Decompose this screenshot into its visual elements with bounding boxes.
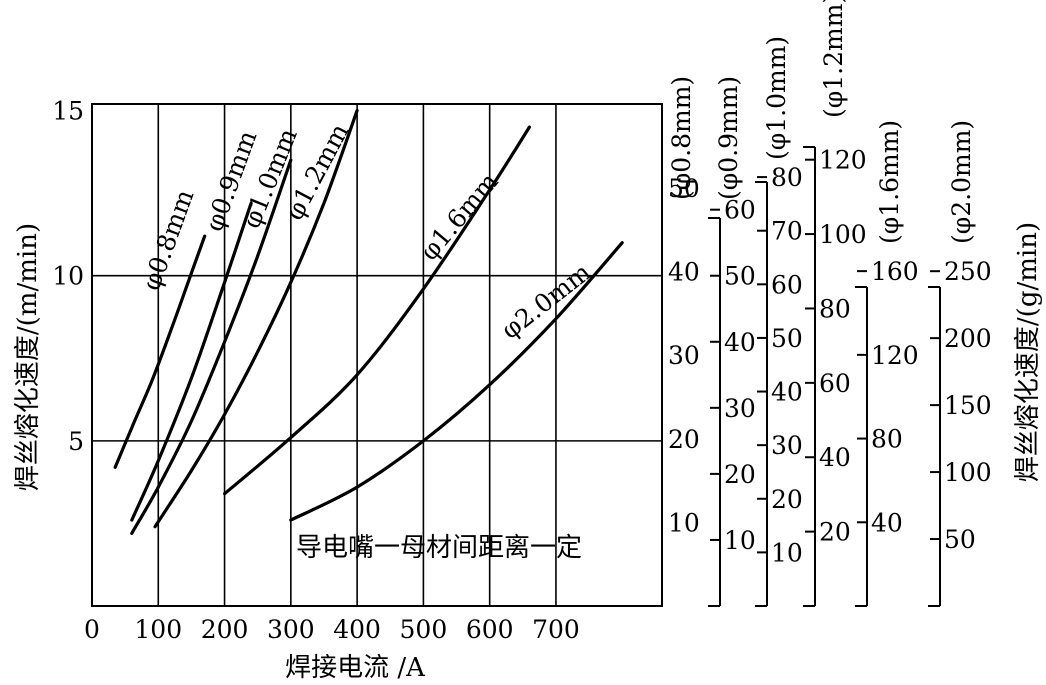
secondary-tick-label-4-2: 120 (871, 341, 919, 370)
secondary-axis-5: 50 100 150 200 250 (φ2.0mm) (928, 120, 992, 607)
secondary-tick-label-1-0: 10 (724, 526, 756, 555)
secondary-axis-title-4: (φ1.6mm) (875, 120, 904, 244)
secondary-tick-label-1-2: 30 (724, 394, 756, 423)
x-tick-labels: 0 100 200 300 400 500 600 700 (84, 615, 580, 644)
secondary-axis-2: 10 20 30 40 50 60 70 80 (φ1.0mm) (755, 36, 803, 607)
curve-label-5: φ2.0mm (496, 257, 597, 344)
secondary-axis-title-0: (φ0.8mm) (667, 76, 696, 200)
secondary-tick-label-0-4: 50 (668, 174, 700, 203)
secondary-axis-title-5: (φ2.0mm) (947, 120, 976, 244)
x-tick-label-0: 0 (84, 615, 100, 644)
secondary-tick-label-4-0: 40 (871, 508, 903, 537)
secondary-tick-label-4-1: 80 (871, 425, 903, 454)
secondary-tick-label-5-4: 250 (944, 257, 992, 286)
curve-label-4: φ1.6mm (414, 167, 504, 266)
series-curves (113, 109, 624, 535)
secondary-tick-label-2-3: 40 (771, 378, 803, 407)
secondary-tick-label-1-5: 60 (724, 196, 756, 225)
secondary-tick-label-3-5: 120 (819, 146, 867, 175)
secondary-axis-title-1: (φ0.9mm) (714, 76, 743, 200)
secondary-tick-label-1-4: 50 (724, 262, 756, 291)
secondary-tick-label-3-3: 80 (819, 294, 851, 323)
secondary-tick-label-0-3: 40 (668, 258, 700, 287)
secondary-axis-title-2: (φ1.0mm) (762, 36, 791, 160)
secondary-tick-label-3-2: 60 (819, 369, 851, 398)
secondary-axis-title-3: (φ1.2mm) (819, 0, 848, 118)
secondary-tick-label-2-7: 80 (771, 163, 803, 192)
secondary-tick-label-1-3: 40 (724, 328, 756, 357)
secondary-tick-label-0-2: 30 (668, 341, 700, 370)
secondary-tick-label-4-3: 160 (871, 257, 919, 286)
condition-note: 导电嘴一母材间距离一定 (296, 533, 582, 563)
x-tick-label-400: 400 (333, 615, 381, 644)
secondary-tick-label-3-0: 20 (819, 518, 851, 547)
series-curve-2 (130, 158, 293, 535)
secondary-tick-label-2-6: 70 (771, 217, 803, 246)
secondary-axis-3: 20 40 60 80 100 120 (φ1.2mm) (803, 0, 867, 607)
x-tick-label-500: 500 (400, 615, 448, 644)
secondary-tick-label-1-1: 20 (724, 460, 756, 489)
secondary-tick-label-5-2: 150 (944, 391, 992, 420)
secondary-tick-label-0-0: 10 (668, 508, 700, 537)
secondary-tick-label-2-0: 10 (771, 538, 803, 567)
series-curve-3 (153, 109, 359, 529)
secondary-tick-label-3-4: 100 (819, 220, 867, 249)
x-tick-label-100: 100 (134, 615, 182, 644)
y-tick-label-10: 10 (52, 262, 84, 291)
secondary-tick-label-0-1: 20 (668, 425, 700, 454)
secondary-tick-label-2-4: 50 (771, 324, 803, 353)
secondary-tick-label-2-1: 20 (771, 485, 803, 514)
secondary-tick-label-3-1: 40 (819, 443, 851, 472)
secondary-tick-label-5-0: 50 (944, 525, 976, 554)
grid-lines (92, 104, 662, 606)
plot-frame (91, 103, 663, 607)
secondary-axis-4: 40 80 120 160 (φ1.6mm) (855, 120, 919, 607)
y-tick-label-15: 15 (52, 97, 84, 126)
y-tick-labels: 5 10 15 (52, 97, 84, 456)
x-tick-label-600: 600 (466, 615, 514, 644)
secondary-tick-label-2-5: 60 (771, 270, 803, 299)
x-tick-label-300: 300 (267, 615, 315, 644)
secondary-tick-label-5-1: 100 (944, 458, 992, 487)
x-tick-label-700: 700 (532, 615, 580, 644)
secondary-axis-0: 10 20 30 40 50(φ0.8mm) (667, 76, 700, 538)
y-tick-label-5: 5 (68, 427, 84, 456)
series-curve-5 (289, 241, 624, 522)
series-curve-0 (113, 234, 207, 469)
secondary-tick-label-5-3: 200 (944, 324, 992, 353)
secondary-tick-label-2-2: 30 (771, 431, 803, 460)
secondary-axis-1: 10 20 30 40 50 60(φ0.9mm) (708, 76, 756, 607)
secondary-axes: 1020304050(φ0.8mm)102030405060(φ0.9mm)10… (667, 0, 992, 607)
x-tick-label-200: 200 (201, 615, 249, 644)
series-curve-1 (130, 201, 253, 522)
y-axis-label: 焊丝熔化速度/(m/min) (13, 223, 43, 491)
right-y-axis-label: 焊丝熔化速度/(g/min) (1013, 222, 1043, 482)
series-curve-4 (223, 125, 531, 496)
x-axis-label: 焊接电流 /A (285, 653, 426, 683)
